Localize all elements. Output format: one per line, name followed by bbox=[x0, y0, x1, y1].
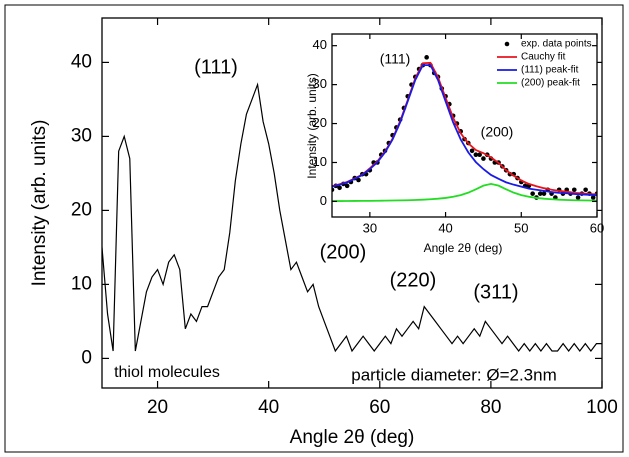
x-tick-label: 100 bbox=[586, 397, 618, 418]
legend-label: Cauchy fit bbox=[521, 52, 566, 63]
data-point bbox=[337, 185, 342, 191]
plot-area bbox=[102, 82, 602, 353]
legend-label: exp. data points bbox=[521, 39, 592, 50]
data-point bbox=[473, 152, 479, 158]
y-tick-label: 40 bbox=[71, 51, 92, 72]
annotation: (200) bbox=[481, 124, 514, 140]
data-point bbox=[424, 55, 429, 60]
x-axis-label: Angle 2θ (deg) bbox=[290, 427, 415, 448]
x-tick-label: 80 bbox=[480, 397, 501, 418]
y-tick-label: 30 bbox=[71, 125, 92, 146]
x-tick-label: 20 bbox=[147, 397, 168, 418]
y-tick-label: 20 bbox=[71, 199, 92, 220]
y-tick-label: 10 bbox=[313, 154, 327, 169]
y-tick-label: 40 bbox=[313, 37, 327, 52]
data-point bbox=[590, 195, 596, 200]
annotation: thiol molecules bbox=[114, 364, 220, 381]
x-tick-label: 60 bbox=[590, 220, 604, 235]
data-point bbox=[530, 191, 535, 196]
data-point bbox=[537, 191, 543, 196]
y-tick-label: 20 bbox=[313, 115, 327, 130]
x-tick-label: 60 bbox=[369, 397, 390, 418]
annotation: (111) bbox=[194, 56, 238, 78]
inset-background bbox=[332, 34, 597, 217]
x-axis-label: Angle 2θ (deg) bbox=[424, 241, 503, 255]
y-tick-label: 0 bbox=[320, 193, 327, 208]
legend-label: (111) peak-fit bbox=[521, 65, 579, 76]
data-point bbox=[481, 156, 486, 161]
annotation: (311) bbox=[473, 281, 518, 303]
x-tick-label: 30 bbox=[363, 220, 377, 235]
data-point bbox=[469, 148, 475, 154]
legend-marker bbox=[504, 41, 510, 47]
x-tick-label: 50 bbox=[514, 220, 528, 235]
y-tick-label: 0 bbox=[81, 347, 92, 368]
y-tick-label: 30 bbox=[313, 76, 327, 91]
y-axis-label: Intensity (arb. units) bbox=[29, 120, 50, 287]
annotation: (111) bbox=[380, 51, 411, 67]
data-line bbox=[102, 82, 602, 353]
annotation: particle diameter: Ø=2.3nm bbox=[351, 365, 557, 384]
data-point bbox=[575, 195, 581, 200]
data-point bbox=[583, 187, 588, 193]
axes-frame bbox=[331, 33, 598, 218]
x-tick-label: 40 bbox=[438, 220, 452, 235]
y-axis-label: Intensity (arb. units) bbox=[305, 73, 319, 178]
data-point bbox=[477, 152, 482, 158]
annotation: (200) bbox=[320, 241, 367, 263]
plot-area bbox=[332, 55, 597, 202]
legend-label: (200) peak-fit bbox=[521, 78, 580, 89]
data-point bbox=[571, 187, 577, 193]
data-line bbox=[332, 64, 597, 197]
y-tick-label: 10 bbox=[71, 273, 92, 294]
chart-1: 30 40 50 60 0 10 20 30 40 Angle 2θ (deg) Intensity… bbox=[305, 33, 604, 255]
x-tick-label: 40 bbox=[258, 397, 279, 418]
data-point bbox=[344, 183, 350, 189]
data-point bbox=[356, 177, 361, 183]
axes-frame bbox=[101, 17, 603, 389]
data-line bbox=[332, 182, 597, 202]
data-point bbox=[541, 191, 547, 196]
annotation: (220) bbox=[390, 269, 437, 291]
